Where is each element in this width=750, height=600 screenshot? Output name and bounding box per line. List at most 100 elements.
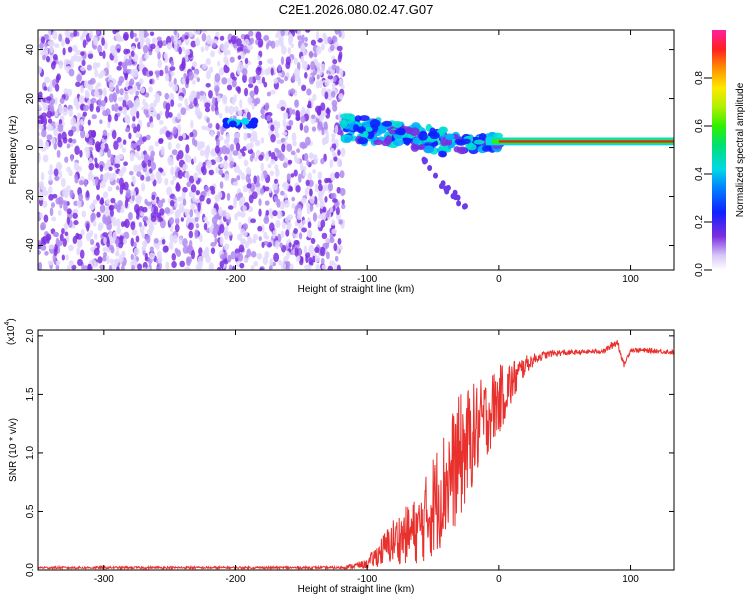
spectrogram-noise-blob bbox=[269, 170, 275, 176]
spectrogram-noise-blob bbox=[286, 143, 293, 152]
x-tick-label: 0 bbox=[496, 574, 502, 585]
spectrogram-noise-blob bbox=[285, 56, 291, 66]
spectrogram-noise-blob bbox=[86, 64, 92, 71]
spectrogram-noise-blob bbox=[179, 260, 186, 268]
spectrogram-tracking-blob bbox=[410, 143, 420, 152]
spectrogram-noise-blob bbox=[136, 123, 141, 132]
spectrogram-noise-blob bbox=[334, 30, 340, 35]
spectrogram-noise-blob bbox=[55, 237, 60, 246]
spectrogram-tracking-blob bbox=[378, 127, 386, 134]
spectrogram-noise-blob bbox=[299, 257, 304, 263]
spectrogram-noise-blob bbox=[107, 114, 112, 123]
spectrogram-noise-blob bbox=[68, 244, 74, 252]
spectrogram-noise-blob bbox=[94, 161, 98, 168]
spectrogram-tracking-blob bbox=[373, 139, 383, 146]
spectrogram-noise-blob bbox=[203, 216, 208, 222]
spectrogram-noise-blob bbox=[315, 62, 321, 69]
spectrogram-noise-blob bbox=[42, 54, 46, 61]
spectrogram-noise-blob bbox=[66, 216, 70, 226]
spectrogram-noise-blob bbox=[184, 208, 191, 217]
spectrogram-noise-blob bbox=[92, 36, 97, 46]
spectrogram-noise-blob bbox=[208, 225, 214, 233]
spectrogram-noise-blob bbox=[94, 69, 99, 78]
spectrogram-noise-blob bbox=[336, 264, 341, 270]
spectrogram-noise-blob bbox=[243, 257, 249, 264]
spectrogram-noise-blob bbox=[327, 95, 333, 101]
spectrogram-noise-blob bbox=[339, 187, 346, 196]
spectrogram-noise-blob bbox=[283, 157, 288, 163]
spectrogram-noise-blob bbox=[190, 201, 195, 212]
spectrogram-noise-blob bbox=[42, 154, 49, 163]
spectrogram-noise-blob bbox=[115, 84, 119, 93]
spectrogram-noise-blob bbox=[204, 44, 209, 52]
spectrogram-noise-blob bbox=[247, 44, 253, 51]
spectrogram-noise-blob bbox=[150, 150, 155, 157]
y-tick-label: 0.5 bbox=[25, 504, 36, 518]
spectrogram-noise-blob bbox=[80, 66, 86, 72]
spectrogram-noise-blob bbox=[102, 87, 107, 97]
spectrogram-noise-blob bbox=[124, 198, 129, 209]
spectrogram-noise-blob bbox=[263, 186, 270, 192]
spectrogram-noise-blob bbox=[316, 108, 322, 116]
spectrogram-noise-blob bbox=[137, 263, 143, 270]
spectrogram-noise-blob bbox=[158, 138, 164, 144]
spectrogram-noise-blob bbox=[161, 171, 167, 177]
spectrogram-noise-blob bbox=[207, 122, 213, 129]
spectrogram-noise-blob bbox=[204, 102, 211, 109]
spectrogram-noise-blob bbox=[187, 222, 194, 231]
spectrogram-noise-blob bbox=[147, 159, 152, 167]
spectrogram-noise-blob bbox=[329, 44, 335, 52]
spectrogram-tail-blob bbox=[456, 200, 462, 207]
spectrogram-noise-blob bbox=[182, 163, 189, 171]
spectrogram-noise-blob bbox=[272, 120, 278, 127]
spectrogram-noise-blob bbox=[329, 260, 335, 266]
spectrogram-noise-blob bbox=[225, 133, 231, 143]
spectrogram-noise-blob bbox=[55, 75, 60, 84]
spectrogram-noise-blob bbox=[306, 206, 311, 215]
spectrogram-noise-blob bbox=[246, 183, 252, 189]
spectrogram-noise-blob bbox=[309, 195, 315, 205]
y-tick-label: 0 bbox=[25, 144, 36, 150]
spectrogram-noise-blob bbox=[117, 61, 123, 67]
spectrogram-noise-blob bbox=[226, 192, 231, 201]
spectrogram-noise-blob bbox=[142, 98, 146, 106]
spectrogram-noise-blob bbox=[117, 80, 123, 87]
spectrogram-noise-blob bbox=[278, 259, 283, 266]
spectrogram-noise-blob bbox=[244, 38, 250, 46]
spectrogram-noise-blob bbox=[148, 70, 154, 77]
spectrogram-noise-blob bbox=[97, 222, 104, 230]
spectrogram-noise-blob bbox=[264, 200, 270, 206]
spectrogram-noise-blob bbox=[265, 152, 269, 162]
spectrogram-noise-blob bbox=[123, 161, 128, 166]
spectrogram-noise-blob bbox=[338, 30, 342, 38]
snr-multiplier-exp: 4 bbox=[4, 322, 11, 326]
spectrogram-noise-blob bbox=[176, 154, 180, 161]
spectrogram-noise-blob bbox=[68, 108, 73, 117]
spectrogram-noise-blob bbox=[215, 138, 220, 148]
spectrogram-noise-blob bbox=[280, 106, 286, 112]
spectrogram-noise-blob bbox=[215, 31, 220, 37]
spectrogram-noise-blob bbox=[228, 105, 235, 115]
spectrogram-noise-blob bbox=[80, 85, 84, 94]
spectrogram-noise-blob bbox=[181, 46, 185, 52]
spectrogram-noise-blob bbox=[190, 40, 197, 48]
spectrogram-noise-blob bbox=[291, 203, 296, 209]
spectrogram-noise-blob bbox=[250, 251, 257, 258]
spectrogram-noise-blob bbox=[287, 159, 293, 165]
spectrogram-noise-blob bbox=[223, 259, 229, 265]
spectrogram-noise-blob bbox=[255, 66, 262, 76]
spectrogram-noise-blob bbox=[315, 263, 320, 270]
spectrogram-noise-blob bbox=[61, 131, 67, 141]
spectrogram-noise-blob bbox=[183, 72, 187, 79]
spectrogram-y-label: Frequency (Hz) bbox=[8, 116, 19, 185]
spectrogram-noise-blob bbox=[107, 186, 113, 192]
spectrogram-noise-blob bbox=[253, 175, 257, 185]
spectrogram-noise-blob bbox=[253, 85, 259, 95]
spectrogram-noise-blob bbox=[210, 247, 216, 254]
spectrogram-noise-blob bbox=[79, 149, 83, 158]
spectrogram-noise-blob bbox=[320, 212, 327, 221]
spectrogram-noise-blob bbox=[75, 81, 81, 87]
spectrogram-noise-blob bbox=[73, 220, 79, 226]
spectrogram-noise-blob bbox=[290, 43, 294, 49]
spectrogram-noise-blob bbox=[277, 64, 282, 71]
